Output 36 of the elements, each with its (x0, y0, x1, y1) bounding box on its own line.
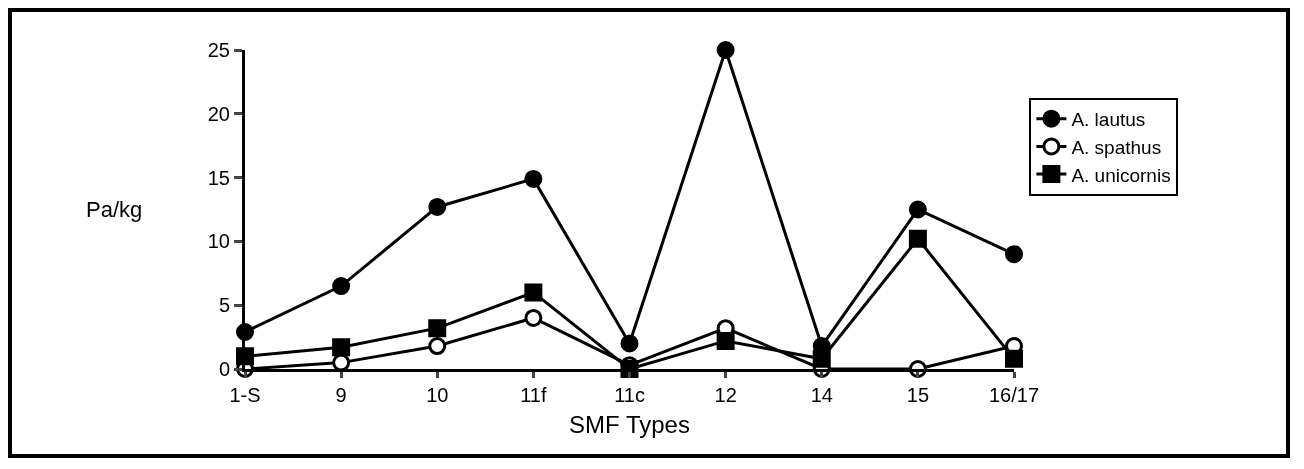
point (620, 334, 639, 353)
y-tick-label: 20 (207, 102, 230, 125)
point (908, 229, 927, 248)
y-tick-label: 15 (207, 166, 230, 189)
point (332, 277, 351, 296)
point (332, 338, 351, 357)
y-tick-label: 10 (207, 230, 230, 253)
x-tick-label: 10 (426, 384, 449, 406)
legend-label: A. lautus (1071, 109, 1146, 131)
y-tick-label: 5 (218, 294, 230, 317)
y-tick-label: 0 (218, 358, 230, 380)
point (716, 331, 735, 350)
point (428, 337, 447, 356)
y-tick-label: 25 (207, 39, 230, 61)
x-tick-label: 1-S (229, 384, 261, 406)
point (524, 308, 543, 327)
y-axis-title: Pa/kg (86, 197, 143, 222)
x-tick-label: 9 (335, 384, 347, 406)
x-axis-title: SMF Types (569, 411, 690, 439)
point (1005, 349, 1023, 368)
x-tick-label: 14 (810, 384, 833, 406)
point (428, 197, 447, 216)
x-tick-label: 11f (520, 384, 547, 406)
legend-label: A. unicornis (1071, 164, 1171, 186)
x-tick-label: 15 (906, 384, 930, 406)
point (716, 41, 735, 59)
x-tick-label: 12 (714, 384, 737, 406)
point (812, 349, 831, 368)
point (524, 283, 543, 302)
legend-label: A. spathus (1071, 136, 1162, 158)
point (1005, 245, 1023, 264)
point (428, 319, 447, 338)
x-tick-label: 16/17 (988, 384, 1040, 406)
point (908, 200, 927, 219)
point (524, 169, 543, 188)
x-tick-label: 11c (614, 384, 645, 406)
